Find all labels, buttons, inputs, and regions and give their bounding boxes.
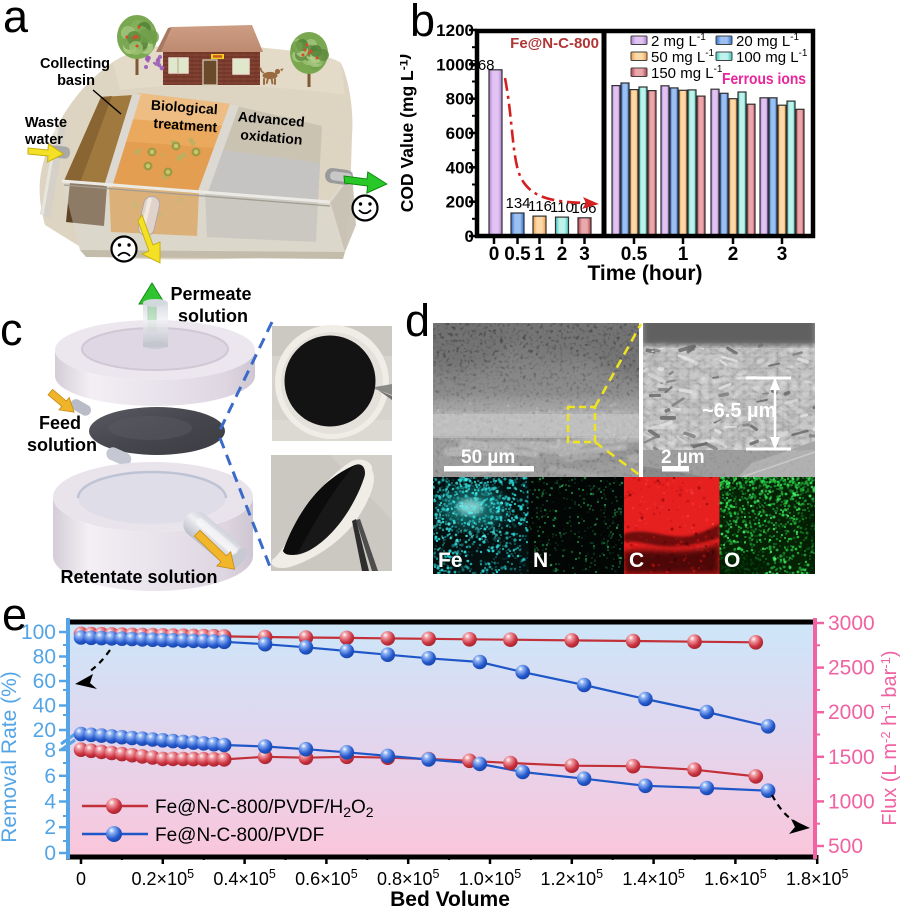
svg-text:0.5: 0.5 <box>621 244 648 265</box>
svg-text:200: 200 <box>446 193 474 212</box>
svg-text:2: 2 <box>728 244 739 265</box>
svg-text:Fe@N-C-800/PVDF: Fe@N-C-800/PVDF <box>155 825 324 846</box>
svg-text:e: e <box>2 595 27 640</box>
svg-text:0: 0 <box>76 869 86 889</box>
svg-text:2: 2 <box>557 244 568 265</box>
svg-text:1500: 1500 <box>828 746 875 769</box>
svg-text:1.6×105: 1.6×105 <box>704 867 767 889</box>
svg-text:116: 116 <box>528 198 552 215</box>
svg-text:Biological: Biological <box>150 97 218 118</box>
svg-text:0: 0 <box>489 244 500 265</box>
svg-text:a: a <box>3 0 29 42</box>
svg-text:968: 968 <box>469 57 494 74</box>
svg-text:Retentate solution: Retentate solution <box>60 567 217 587</box>
svg-text:1.0×105: 1.0×105 <box>459 867 522 889</box>
svg-text:50 µm: 50 µm <box>461 447 515 468</box>
svg-text:6: 6 <box>44 765 56 788</box>
svg-text:0: 0 <box>465 227 474 246</box>
svg-text:0.6×105: 0.6×105 <box>295 867 358 889</box>
svg-text:2 µm: 2 µm <box>661 447 705 468</box>
svg-text:800: 800 <box>446 90 474 109</box>
svg-text:1200: 1200 <box>436 21 474 40</box>
svg-text:d: d <box>405 295 430 346</box>
svg-text:solution: solution <box>27 435 97 455</box>
svg-text:c: c <box>0 304 23 355</box>
svg-text:N: N <box>533 549 548 572</box>
svg-text:0.2×105: 0.2×105 <box>132 867 195 889</box>
svg-text:Waste: Waste <box>25 115 67 131</box>
svg-text:50 mg L-1: 50 mg L-1 <box>651 48 715 66</box>
svg-text:1000: 1000 <box>436 55 474 74</box>
svg-text:Fe@N-C-800/PVDF/H2O2: Fe@N-C-800/PVDF/H2O2 <box>155 797 374 820</box>
svg-text:C: C <box>629 549 644 572</box>
svg-text:400: 400 <box>446 158 474 177</box>
svg-text:1.2×105: 1.2×105 <box>541 867 604 889</box>
svg-text:Permeate: Permeate <box>170 284 251 304</box>
svg-text:2 mg L-1: 2 mg L-1 <box>651 32 706 50</box>
svg-text:2000: 2000 <box>828 701 875 724</box>
svg-text:150 mg L-1: 150 mg L-1 <box>651 64 723 82</box>
svg-text:water: water <box>24 132 63 148</box>
svg-text:Removal Rate (%): Removal Rate (%) <box>0 671 21 843</box>
svg-text:60: 60 <box>33 670 56 693</box>
svg-text:500: 500 <box>828 835 863 858</box>
svg-text:80: 80 <box>33 646 56 669</box>
svg-text:1.4×105: 1.4×105 <box>622 867 685 889</box>
svg-text:1: 1 <box>678 244 689 265</box>
svg-text:3: 3 <box>777 244 788 265</box>
svg-text:Fe: Fe <box>438 549 463 572</box>
svg-text:~6.5 µm: ~6.5 µm <box>702 400 776 422</box>
svg-text:0.5: 0.5 <box>504 244 531 265</box>
svg-text:100: 100 <box>21 621 56 644</box>
svg-text:Time (hour): Time (hour) <box>587 262 702 285</box>
svg-text:600: 600 <box>446 124 474 143</box>
svg-text:1: 1 <box>534 244 545 265</box>
svg-text:Advanced: Advanced <box>237 108 305 130</box>
svg-text:1000: 1000 <box>828 790 875 813</box>
svg-text:COD Value (mg L-1): COD Value (mg L-1) <box>400 54 417 212</box>
svg-text:2: 2 <box>44 816 56 839</box>
svg-text:Bed Volume: Bed Volume <box>390 888 510 911</box>
svg-text:4: 4 <box>44 791 56 814</box>
svg-text:3: 3 <box>579 244 590 265</box>
svg-text:3000: 3000 <box>828 612 875 635</box>
svg-text:100 mg L-1: 100 mg L-1 <box>736 48 808 66</box>
svg-text:treatment: treatment <box>153 115 218 135</box>
svg-text:Flux (L m-2 h-1 bar-1): Flux (L m-2 h-1 bar-1) <box>878 650 901 825</box>
svg-text:40: 40 <box>33 695 56 718</box>
svg-text:O: O <box>724 549 740 572</box>
svg-text:0.8×105: 0.8×105 <box>377 867 440 889</box>
svg-text:basin: basin <box>57 73 95 89</box>
svg-text:oxidation: oxidation <box>240 126 303 147</box>
svg-text:20 mg L-1: 20 mg L-1 <box>736 32 800 50</box>
svg-text:solution: solution <box>178 306 248 326</box>
svg-text:8: 8 <box>44 739 56 762</box>
svg-text:Collecting: Collecting <box>40 56 110 72</box>
svg-text:2500: 2500 <box>828 657 875 680</box>
svg-text:1.8×105: 1.8×105 <box>786 867 849 889</box>
svg-text:b: b <box>410 0 435 46</box>
svg-text:134: 134 <box>505 195 530 212</box>
svg-text:20: 20 <box>33 719 56 742</box>
svg-text:Ferrous ions: Ferrous ions <box>722 71 806 88</box>
svg-text:Feed: Feed <box>39 413 81 433</box>
svg-text:Fe@N-C-800: Fe@N-C-800 <box>510 35 599 52</box>
svg-text:0: 0 <box>44 842 56 865</box>
svg-text:0.4×105: 0.4×105 <box>213 867 276 889</box>
